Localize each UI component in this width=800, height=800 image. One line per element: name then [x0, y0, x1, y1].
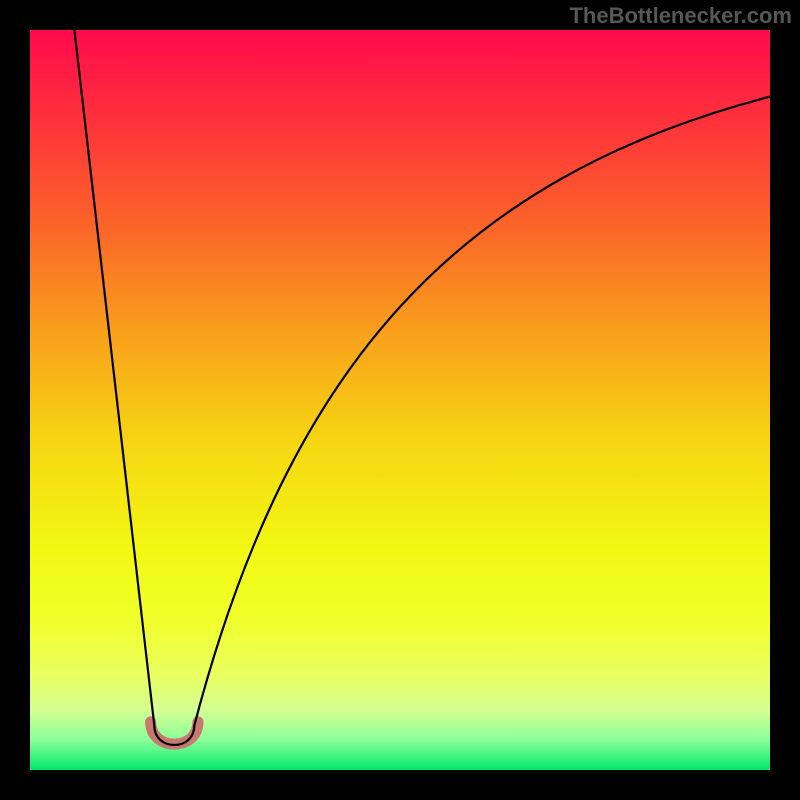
plot-area — [30, 30, 770, 770]
bottleneck-curve — [74, 30, 770, 745]
curve-layer — [30, 30, 770, 770]
watermark-text: TheBottlenecker.com — [569, 3, 792, 29]
curve-u-turn — [151, 722, 198, 744]
